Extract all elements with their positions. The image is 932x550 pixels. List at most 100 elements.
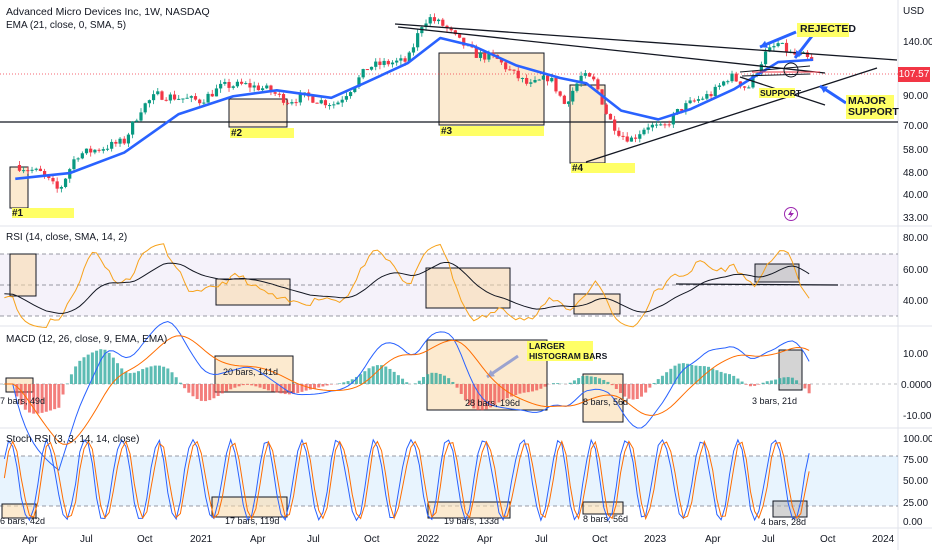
macd-histogram-bar xyxy=(128,373,132,384)
candle-body xyxy=(328,105,332,107)
candle-body xyxy=(512,69,516,71)
candle-body xyxy=(545,75,550,82)
candle-body xyxy=(126,134,131,144)
macd-histogram-bar xyxy=(363,371,367,384)
candle-body xyxy=(508,69,512,71)
arrow-rejected-2-head xyxy=(795,50,803,58)
larger-bars-tag xyxy=(527,341,593,361)
rsi-tick: 40.00 xyxy=(903,296,929,307)
macd-histogram-bar xyxy=(556,383,560,384)
candle-body xyxy=(747,87,751,89)
macd-histogram-bar xyxy=(90,352,94,384)
macd-box-5 xyxy=(778,349,803,391)
macd-histogram-bar xyxy=(103,349,107,384)
price-tick: 33.00 xyxy=(903,213,929,224)
currency-label[interactable]: USD xyxy=(903,6,925,17)
candle-body xyxy=(784,42,789,53)
candle-body xyxy=(680,108,684,111)
price-tick: 140.00 xyxy=(903,37,932,48)
candle-body xyxy=(583,73,587,76)
candle-body xyxy=(357,77,361,87)
stoch-k-line xyxy=(3,438,810,522)
macd-box-label: 20 bars, 141d xyxy=(223,367,279,377)
macd-histogram-bar xyxy=(124,371,128,384)
time-tick: Apr xyxy=(22,534,38,545)
macd-histogram-bar xyxy=(61,384,65,395)
macd-histogram-bar xyxy=(19,384,23,405)
macd-histogram-bar xyxy=(778,378,782,384)
candle-body xyxy=(562,95,566,104)
candle-body xyxy=(168,94,172,101)
candle-body xyxy=(344,96,348,100)
macd-histogram-bar xyxy=(107,352,111,384)
candle-body xyxy=(55,181,59,189)
price-box-3 xyxy=(438,52,545,126)
macd-histogram-bar xyxy=(501,384,505,401)
macd-histogram-bar xyxy=(430,372,434,384)
macd-histogram-bar xyxy=(245,384,249,385)
macd-histogram-bar xyxy=(359,374,363,384)
candle-body xyxy=(193,96,198,100)
macd-histogram-bar xyxy=(782,377,786,384)
candle-body xyxy=(625,136,629,142)
macd-histogram-bar xyxy=(635,384,639,400)
macd-box-label: 3 bars, 21d xyxy=(752,396,798,406)
candle-body xyxy=(432,17,437,22)
candle-body xyxy=(353,86,357,93)
candle-body xyxy=(776,43,780,47)
macd-histogram-bar xyxy=(727,374,731,384)
macd-histogram-bar xyxy=(627,384,631,399)
candle-body xyxy=(671,113,675,125)
stoch-tick: 50.00 xyxy=(903,476,929,487)
macd-histogram-bar xyxy=(384,366,388,384)
macd-histogram-bar xyxy=(539,384,543,389)
candle-body xyxy=(319,100,323,104)
macd-histogram-bar xyxy=(610,384,614,386)
candle-body xyxy=(231,86,235,88)
macd-histogram-bar xyxy=(57,384,61,408)
candle-body xyxy=(696,99,701,101)
candle-body xyxy=(763,51,768,65)
candle-body xyxy=(634,137,638,139)
macd-histogram-bar xyxy=(711,368,715,384)
candle-body xyxy=(227,81,231,88)
macd-histogram-bar xyxy=(518,384,522,394)
rejection-circle xyxy=(783,62,799,78)
rsi-box-4 xyxy=(573,293,621,315)
time-tick: 2021 xyxy=(190,534,213,545)
macd-histogram-bar xyxy=(36,384,40,414)
candle-body xyxy=(160,91,164,100)
candle-body xyxy=(596,79,600,90)
stoch-tick: 25.00 xyxy=(903,498,929,509)
candle-body xyxy=(730,73,734,82)
candle-body xyxy=(579,75,583,84)
macd-histogram-bar xyxy=(342,382,346,384)
candle-body xyxy=(592,76,596,80)
macd-histogram-bar xyxy=(748,384,752,387)
candle-body xyxy=(80,153,84,159)
macd-histogram-bar xyxy=(476,384,480,411)
stoch-box-label: 17 bars, 119d xyxy=(225,516,280,526)
annotation-1: #1 xyxy=(12,208,24,219)
macd-histogram-bar xyxy=(656,379,660,384)
candle-body xyxy=(42,170,47,175)
candle-body xyxy=(474,47,478,58)
macd-histogram-bar xyxy=(162,366,166,384)
candle-body xyxy=(223,81,227,84)
macd-histogram-bar xyxy=(191,384,195,397)
price-box-4 xyxy=(569,84,606,164)
macd-histogram-bar xyxy=(459,384,463,394)
candle-body xyxy=(449,27,453,31)
candle-body xyxy=(63,178,68,187)
support-tag xyxy=(759,88,795,98)
rsi-line xyxy=(4,243,810,329)
macd-histogram-bar xyxy=(313,384,317,389)
candle-body xyxy=(382,60,386,65)
macd-box-label: 7 bars, 49d xyxy=(0,396,46,406)
macd-histogram-bar xyxy=(639,384,643,397)
candle-body xyxy=(684,103,688,111)
macd-histogram-bar xyxy=(229,384,233,390)
time-tick: Jul xyxy=(307,534,320,545)
macd-histogram-bar xyxy=(174,377,178,384)
